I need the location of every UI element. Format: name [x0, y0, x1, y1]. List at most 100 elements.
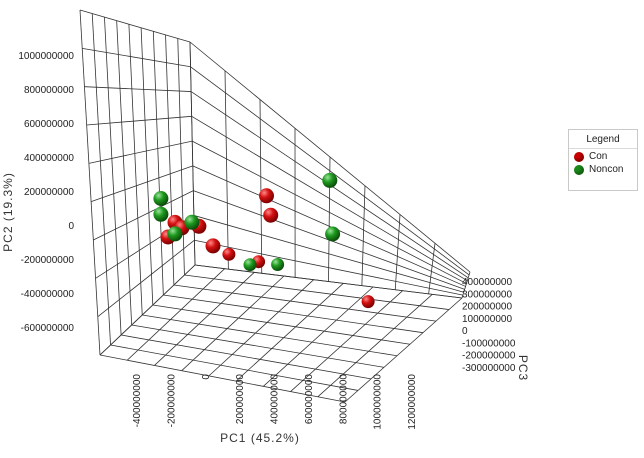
floor-gridline — [131, 324, 385, 368]
floor-gridline — [152, 304, 411, 345]
left-wall-vertical-gridline — [152, 31, 164, 296]
z-tick-label: 100000000 — [462, 314, 512, 325]
floor-gridline — [317, 294, 433, 398]
right-wall-horizontal-gridline — [190, 66, 470, 276]
right-wall-horizontal-gridline — [189, 41, 471, 273]
right-wall-vertical-gridline — [259, 99, 263, 274]
floor-gridline — [344, 297, 463, 403]
legend-marker-noncon — [574, 164, 584, 175]
point-con — [259, 188, 274, 204]
left-wall-vertical-gridline — [140, 27, 154, 306]
right-wall-vertical-gridline — [461, 271, 471, 299]
floor-gridline — [290, 290, 403, 392]
z-tick-label: -200000000 — [462, 351, 516, 362]
point-noncon — [167, 226, 183, 242]
floor-gridline — [163, 294, 424, 334]
left-wall-vertical-gridline — [79, 9, 101, 356]
floor-gridline — [99, 354, 346, 403]
point-noncon — [271, 258, 285, 271]
left-wall-horizontal-gridline — [82, 47, 191, 68]
right-wall-vertical-gridline — [394, 214, 401, 290]
point-con — [361, 295, 375, 309]
z-tick-label: 0 — [462, 326, 468, 337]
x-tick-label: 400000000 — [270, 374, 281, 424]
x-tick-label: 1200000000 — [407, 374, 418, 430]
point-noncon — [184, 214, 200, 230]
z-tick-label: 300000000 — [462, 289, 512, 300]
legend-item-noncon: Noncon — [569, 162, 637, 175]
legend-marker-con — [574, 151, 584, 162]
floor-gridline — [235, 283, 344, 382]
x-axis-title: PC1 (45.2%) — [220, 431, 300, 445]
tick-labels: -600000000 -400000000 -200000000 0 200000000… — [18, 51, 515, 430]
z-tick-label: 400000000 — [462, 277, 512, 288]
left-wall-vertical-gridline — [104, 17, 122, 336]
point-noncon — [153, 206, 169, 222]
z-tick-label: -100000000 — [462, 338, 516, 349]
right-wall-horizontal-gridline — [192, 140, 467, 284]
z-tick-label: 200000000 — [462, 302, 512, 313]
legend-label-noncon: Noncon — [589, 164, 624, 175]
point-con — [205, 238, 221, 254]
chart-legend: Legend Con Noncon — [568, 129, 638, 191]
x-tick-label: -200000000 — [166, 374, 177, 428]
y-tick-label: 0 — [68, 221, 74, 232]
y-tick-label: 600000000 — [24, 119, 74, 130]
y-tick-label: -200000000 — [21, 255, 75, 266]
floor-gridline — [181, 275, 285, 371]
legend-label-con: Con — [589, 151, 608, 162]
x-tick-label: 0 — [201, 374, 212, 380]
x-tick-label: -400000000 — [132, 374, 143, 428]
data-points — [153, 172, 375, 309]
floor-gridline — [208, 279, 314, 377]
grid-lines — [79, 9, 471, 403]
left-wall-vertical-gridline — [116, 20, 133, 326]
right-wall-horizontal-gridline — [194, 239, 463, 296]
y-tick-label: 200000000 — [24, 187, 74, 198]
legend-item-con: Con — [569, 149, 637, 162]
left-wall-vertical-gridline — [91, 13, 111, 346]
left-wall-horizontal-gridline — [79, 9, 191, 43]
left-wall-horizontal-gridline — [86, 115, 192, 126]
right-wall-horizontal-gridline — [192, 165, 466, 287]
floor-gridline — [194, 264, 463, 299]
z-tick-label: -300000000 — [462, 363, 516, 374]
y-tick-label: 1000000000 — [18, 51, 74, 62]
left-wall-horizontal-gridline — [97, 239, 195, 317]
floor-gridline — [173, 284, 437, 322]
legend-title: Legend — [569, 130, 637, 149]
right-wall-vertical-gridline — [428, 243, 436, 294]
x-tick-label: 200000000 — [235, 374, 246, 424]
y-tick-label: 400000000 — [24, 153, 74, 164]
point-noncon — [325, 226, 341, 242]
floor-gridline — [142, 314, 398, 357]
point-con — [222, 247, 236, 261]
x-tick-label: 600000000 — [304, 374, 315, 424]
x-tick-label: 800000000 — [338, 374, 349, 424]
point-noncon — [322, 172, 338, 188]
y-axis-title: PC2 (19.3%) — [1, 172, 15, 252]
point-noncon — [153, 191, 169, 206]
left-wall-vertical-gridline — [128, 24, 143, 316]
left-wall-vertical-gridline — [165, 34, 175, 286]
right-wall-horizontal-gridline — [193, 215, 464, 293]
left-wall-horizontal-gridline — [90, 165, 193, 203]
left-wall-horizontal-gridline — [84, 86, 192, 92]
y-tick-label: 800000000 — [24, 85, 74, 96]
floor-gridline — [121, 334, 372, 380]
y-tick-label: -400000000 — [21, 289, 75, 300]
floor-gridline — [99, 264, 196, 356]
floor-gridline — [154, 272, 255, 366]
right-wall-vertical-gridline — [361, 185, 366, 286]
left-wall-vertical-gridline — [177, 38, 185, 276]
floor-gridline — [110, 344, 359, 391]
floor-gridline — [184, 274, 450, 310]
floor-gridline — [263, 286, 374, 387]
right-wall-horizontal-gridline — [191, 115, 468, 282]
x-tick-label: 1000000000 — [373, 374, 384, 430]
point-con — [263, 207, 279, 223]
z-axis-title: PC3 — [516, 355, 530, 381]
point-noncon — [243, 258, 257, 272]
left-wall-horizontal-gridline — [88, 140, 193, 164]
